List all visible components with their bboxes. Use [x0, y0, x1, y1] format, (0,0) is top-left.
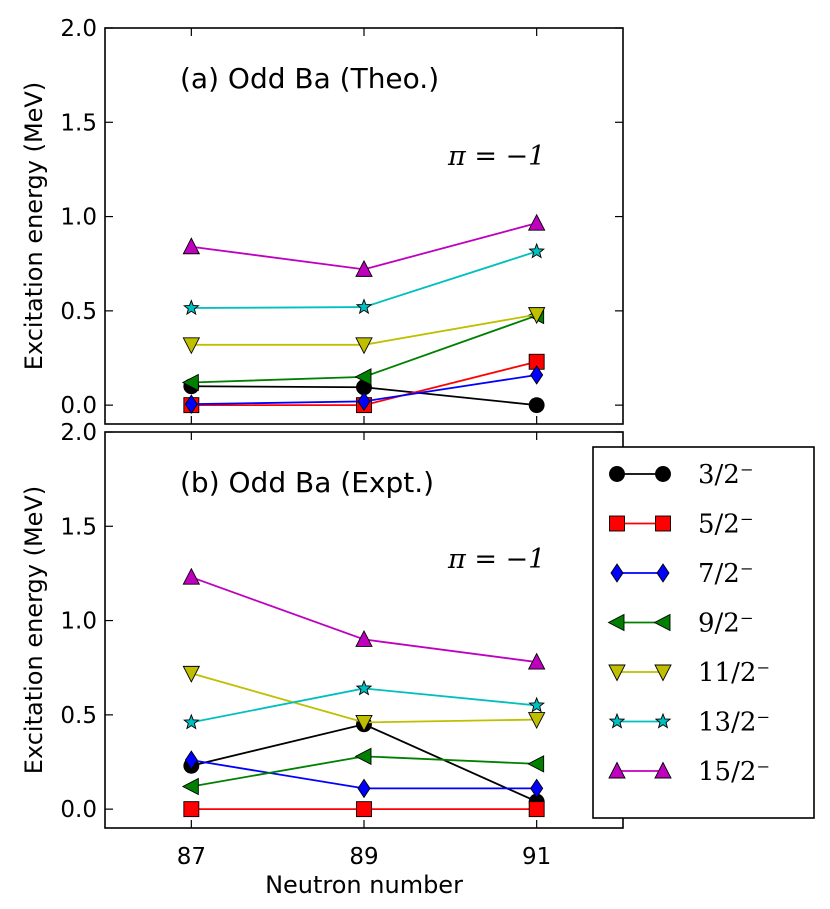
data-point [355, 629, 373, 647]
data-point [184, 394, 198, 415]
y-tick-label: 1.5 [60, 110, 97, 136]
legend-marker [608, 761, 626, 779]
data-point [356, 801, 372, 818]
data-point [527, 307, 546, 325]
panel-b-ylabel: Excitation energy (MeV) [20, 486, 48, 774]
legend-marker [654, 761, 672, 779]
y-tick-label: 0.0 [60, 797, 97, 823]
data-point [357, 391, 371, 412]
y-tick-label: 0.0 [60, 393, 97, 419]
legend-label: 11/2⁻ [698, 658, 770, 688]
data-point [527, 652, 546, 670]
data-point [357, 778, 371, 799]
data-point [355, 714, 373, 732]
data-point [528, 801, 545, 818]
data-point [181, 373, 199, 392]
panel-a-title: (a) Odd Ba (Theo.) [180, 62, 439, 95]
legend-marker [610, 563, 624, 583]
y-tick-label: 1.0 [60, 609, 97, 635]
legend-marker [653, 613, 671, 632]
x-tick-label: 87 [177, 844, 206, 870]
legend-marker [655, 466, 671, 482]
panel-a-parity-annotation: π = −1 [447, 141, 545, 172]
y-tick-label: 2.0 [60, 420, 97, 446]
data-point [528, 696, 545, 713]
legend-marker [654, 664, 672, 682]
legend-label: 15/2⁻ [698, 757, 770, 787]
data-point [182, 567, 201, 585]
data-point [354, 368, 372, 386]
x-tick-label: 89 [349, 844, 378, 870]
y-tick-label: 1.0 [60, 205, 97, 231]
legend-frame [592, 446, 815, 819]
y-tick-label: 0.5 [60, 299, 97, 325]
data-point [183, 713, 200, 730]
data-point [183, 801, 200, 818]
data-point [355, 259, 373, 277]
legend-label: 9/2⁻ [698, 609, 754, 639]
panel-b-parity-annotation: π = −1 [447, 544, 545, 575]
y-tick-label: 0.5 [60, 703, 97, 729]
data-point [181, 777, 199, 796]
data-point [530, 365, 544, 385]
data-point [527, 712, 546, 730]
data-point [355, 337, 373, 355]
legend-label: 7/2⁻ [698, 559, 754, 589]
data-point [182, 337, 201, 355]
legend-marker [608, 664, 626, 682]
data-point [355, 298, 373, 315]
panel-b-title: (b) Odd Ba (Expt.) [180, 466, 434, 499]
panel-a: 0.0 0.5 1.0 1.5 2.0 (a) Odd Ba (Theo.) π = −… [20, 16, 624, 425]
data-point [183, 299, 200, 316]
x-axis-label: Neutron number [265, 871, 463, 899]
data-point [528, 397, 545, 414]
legend: 3/2⁻ 5/2⁻ 7/2⁻ 9/2⁻ 11/2⁻ 13/2⁻ 15/2⁻ [592, 446, 815, 819]
data-point [527, 755, 545, 773]
legend-marker [609, 466, 625, 482]
x-tick-label: 91 [522, 844, 551, 870]
legend-marker [656, 563, 670, 583]
data-point [182, 665, 201, 683]
data-point [354, 747, 372, 766]
legend-label: 5/2⁻ [698, 510, 754, 540]
panel-a-ylabel: Excitation energy (MeV) [20, 82, 48, 370]
data-point [530, 778, 544, 799]
legend-marker [608, 712, 626, 729]
panel-b: 0.0 0.5 1.0 1.5 2.0 87 89 91 (b) Odd Ba (Expt.)… [20, 420, 624, 870]
data-point [527, 213, 546, 231]
data-point [184, 750, 198, 770]
legend-marker [654, 712, 672, 729]
legend-marker [655, 515, 671, 532]
legend-label: 3/2⁻ [698, 460, 754, 490]
data-point [355, 679, 373, 696]
y-tick-label: 2.0 [60, 16, 97, 42]
legend-label: 13/2⁻ [698, 708, 770, 738]
data-point [528, 242, 545, 259]
data-point [182, 237, 201, 255]
y-tick-label: 1.5 [60, 514, 97, 540]
legend-marker [607, 613, 625, 632]
legend-marker [609, 515, 625, 532]
